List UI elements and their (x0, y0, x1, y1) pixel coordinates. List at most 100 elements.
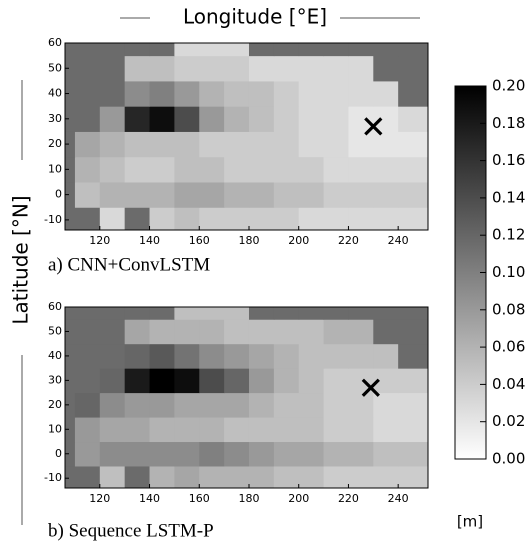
heat-cell (373, 441, 399, 467)
land-cell (65, 368, 76, 394)
heat-cell (174, 43, 200, 57)
heat-cell (74, 417, 101, 443)
land-cell (65, 307, 76, 320)
heat-cell (149, 343, 175, 369)
heat-cell (348, 319, 374, 345)
heat-cell (398, 106, 429, 132)
heat-cell (224, 417, 250, 443)
colorbar-tick-label: 0.06 (492, 338, 525, 356)
heat-cell (174, 131, 200, 158)
land-cell (149, 43, 175, 57)
heat-cell (224, 207, 250, 231)
land-cell (65, 55, 76, 82)
heat-cell (248, 465, 275, 489)
heat-cell (398, 156, 429, 183)
land-cell (124, 207, 151, 231)
y-tick-label: 10 (48, 162, 62, 175)
heat-cell (398, 417, 429, 443)
y-tick-label: 0 (55, 188, 62, 201)
heat-cell (224, 343, 250, 369)
heat-cell (99, 181, 126, 208)
heat-cell (124, 441, 151, 467)
land-cell (124, 43, 151, 57)
heat-cell (373, 417, 399, 443)
y-tick-label: 30 (48, 373, 62, 386)
heat-cell (174, 417, 200, 443)
heat-cell (224, 80, 250, 107)
heat-cell (74, 131, 101, 158)
land-cell (65, 417, 76, 443)
heat-cell (199, 319, 225, 345)
land-cell (373, 43, 399, 57)
land-cell (273, 43, 300, 57)
heat-cell (298, 441, 325, 467)
heat-cell (224, 307, 250, 320)
heat-cell (149, 207, 175, 231)
land-cell (65, 392, 76, 418)
heat-cell (124, 343, 151, 369)
heat-cell (174, 441, 200, 467)
heat-cell (323, 465, 349, 489)
heat-cell (273, 181, 300, 208)
panel-caption: b) Sequence LSTM-P (48, 520, 214, 541)
land-cell (248, 43, 275, 57)
heat-cell (373, 156, 399, 183)
heat-cell (298, 80, 325, 107)
heat-cell (174, 319, 200, 345)
x-tick-label: 220 (338, 234, 359, 247)
heat-cell (99, 106, 126, 132)
heat-cell (373, 106, 399, 132)
land-cell (398, 343, 429, 369)
heat-cell (348, 441, 374, 467)
heat-cell (298, 181, 325, 208)
land-cell (65, 43, 76, 57)
heat-cell (199, 131, 225, 158)
heat-cell (199, 181, 225, 208)
heat-cell (124, 319, 151, 345)
land-cell (74, 307, 101, 320)
land-cell (99, 43, 126, 57)
heat-cell (199, 441, 225, 467)
heat-cell (124, 106, 151, 132)
land-cell (65, 80, 76, 107)
heat-cell (74, 181, 101, 208)
heat-cell (373, 392, 399, 418)
heat-cell (298, 465, 325, 489)
heat-cell (224, 131, 250, 158)
heat-cell (373, 80, 399, 107)
heat-cell (273, 343, 300, 369)
y-tick-label: 20 (48, 137, 62, 150)
heat-cell (348, 131, 374, 158)
x-tick-label: 220 (338, 492, 359, 505)
colorbar-tick-label: 0.10 (492, 263, 525, 281)
heat-cell (248, 55, 275, 82)
heat-cell (199, 343, 225, 369)
x-tick-label: 140 (139, 492, 160, 505)
heat-cell (124, 80, 151, 107)
heat-cell (174, 465, 200, 489)
heat-cell (323, 55, 349, 82)
heat-cell (99, 441, 126, 467)
heat-cell (273, 80, 300, 107)
heat-cell (348, 392, 374, 418)
heat-cell (323, 392, 349, 418)
heat-cell (99, 207, 126, 231)
heat-cell (199, 80, 225, 107)
land-cell (273, 307, 300, 320)
x-tick-label: 120 (89, 492, 110, 505)
heat-cell (224, 319, 250, 345)
heat-cell (124, 156, 151, 183)
y-tick-label: 50 (48, 324, 62, 337)
heat-cell (174, 207, 200, 231)
heat-cell (398, 207, 429, 231)
heat-cell (248, 156, 275, 183)
heat-cell (273, 156, 300, 183)
heat-cell (174, 55, 200, 82)
heat-cell (199, 156, 225, 183)
heat-cell (174, 80, 200, 107)
heat-cell (398, 392, 429, 418)
heat-cell (348, 80, 374, 107)
land-cell (99, 343, 126, 369)
heat-cell (149, 106, 175, 132)
land-cell (99, 80, 126, 107)
